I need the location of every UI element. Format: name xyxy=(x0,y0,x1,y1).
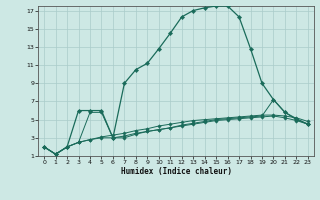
X-axis label: Humidex (Indice chaleur): Humidex (Indice chaleur) xyxy=(121,167,231,176)
